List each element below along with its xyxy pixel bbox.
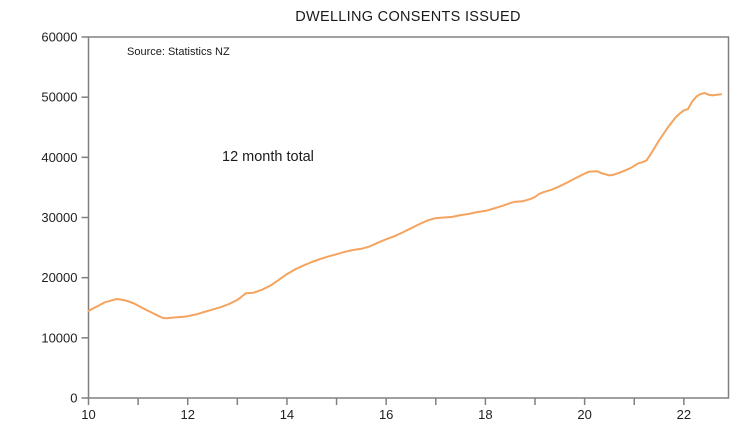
consents-line-series xyxy=(87,92,723,320)
x-tick-label: 22 xyxy=(677,407,691,422)
y-tick-label: 60000 xyxy=(41,30,77,45)
y-tick-label: 30000 xyxy=(41,210,77,225)
x-tick-label: 10 xyxy=(81,407,95,422)
y-tick-label: 10000 xyxy=(41,330,77,345)
y-tick-label: 0 xyxy=(70,391,77,406)
y-tick-label: 40000 xyxy=(41,150,77,165)
axis-ticks xyxy=(81,36,685,405)
x-tick-label: 14 xyxy=(280,407,294,422)
source-note: Source: Statistics NZ xyxy=(127,46,230,58)
axes xyxy=(87,36,730,399)
data-line xyxy=(87,92,723,320)
x-tick-label: 16 xyxy=(379,407,393,422)
x-tick-label: 20 xyxy=(577,407,591,422)
axis-tick-labels: 0 10000 20000 30000 40000 50000 60000 10 12 14 16 1… xyxy=(41,30,691,423)
x-tick-label: 12 xyxy=(180,407,194,422)
y-tick-label: 50000 xyxy=(41,90,77,105)
series-annotation: 12 month total xyxy=(222,149,314,165)
chart-title: DWELLING CONSENTS ISSUED xyxy=(295,9,521,25)
y-tick-label: 20000 xyxy=(41,270,77,285)
x-tick-label: 18 xyxy=(478,407,492,422)
